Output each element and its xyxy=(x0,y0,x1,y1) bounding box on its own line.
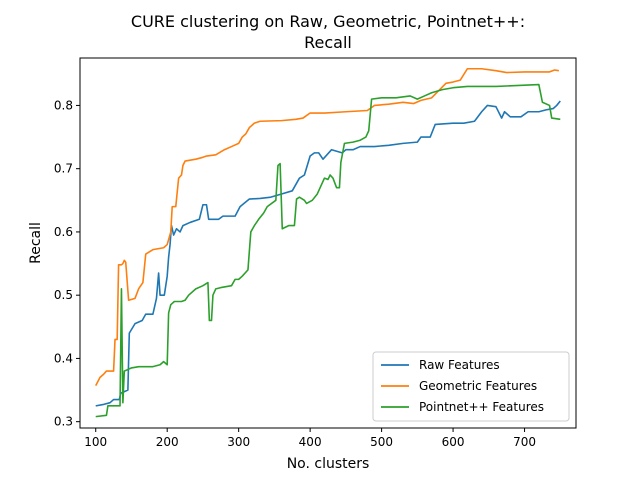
y-axis-label: Recall xyxy=(28,222,44,264)
chart-title-line-2: Recall xyxy=(304,33,352,52)
x-tick-label-2: 300 xyxy=(227,435,250,449)
legend: Raw Features Geometric Features Pointnet++… xyxy=(372,351,570,422)
x-tick-label-1: 200 xyxy=(156,435,179,449)
x-axis: 100 200 300 400 500 600 700 xyxy=(84,428,536,449)
series-line-1 xyxy=(95,67,559,386)
legend-label-1: Geometric Features xyxy=(419,379,537,393)
x-tick-label-6: 700 xyxy=(513,435,536,449)
x-tick-label-5: 600 xyxy=(442,435,465,449)
chart-title-line-1: CURE clustering on Raw, Geometric, Point… xyxy=(131,12,525,31)
plot-frame xyxy=(79,57,577,429)
x-tick-label-3: 400 xyxy=(299,435,322,449)
y-tick-label-0: 0.3 xyxy=(54,415,73,429)
legend-label-0: Raw Features xyxy=(419,358,500,372)
y-tick-label-2: 0.5 xyxy=(54,288,73,302)
x-tick-label-0: 100 xyxy=(84,435,107,449)
y-tick-label-1: 0.4 xyxy=(54,351,73,365)
legend-box xyxy=(372,351,570,422)
y-tick-label-3: 0.6 xyxy=(54,225,73,239)
y-tick-label-5: 0.8 xyxy=(54,98,73,112)
y-axis: 0.3 0.4 0.5 0.6 0.7 0.8 xyxy=(54,98,80,429)
x-axis-label: No. clusters xyxy=(287,456,370,472)
plot-lines xyxy=(95,67,561,418)
y-tick-label-4: 0.7 xyxy=(54,162,73,176)
x-tick-label-4: 500 xyxy=(370,435,393,449)
legend-label-2: Pointnet++ Features xyxy=(419,400,544,414)
series-line-2 xyxy=(95,83,561,418)
